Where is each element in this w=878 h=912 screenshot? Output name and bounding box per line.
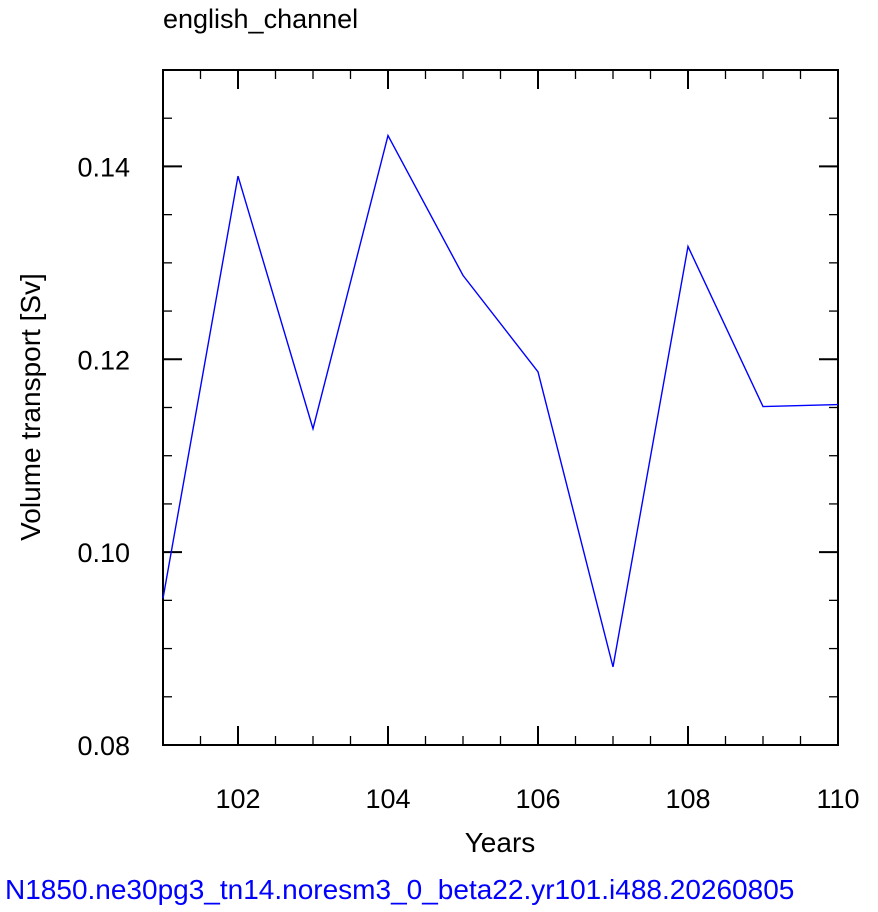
x-tick-label: 106 <box>515 784 560 814</box>
y-tick-label: 0.12 <box>77 345 130 375</box>
y-axis-title: Volume transport [Sv] <box>15 273 46 541</box>
axis-ticks <box>162 69 839 746</box>
x-axis-title: Years <box>465 827 536 858</box>
series-layer <box>162 133 839 668</box>
axis-tick-labels: 102 104 106 108 110 0.08 0.10 0.12 0.14 <box>77 152 859 814</box>
series-line <box>162 133 839 668</box>
x-tick-label: 108 <box>665 784 710 814</box>
plot-frame <box>162 69 839 746</box>
x-tick-label: 102 <box>215 784 260 814</box>
y-tick-label: 0.14 <box>77 152 130 182</box>
y-tick-label: 0.08 <box>77 731 130 761</box>
chart-title: english_channel <box>163 4 358 34</box>
run-identifier-footer: N1850.ne30pg3_tn14.noresm3_0_beta22.yr10… <box>5 874 794 905</box>
x-tick-label: 110 <box>816 784 859 814</box>
x-tick-label: 104 <box>365 784 410 814</box>
y-tick-label: 0.10 <box>77 538 130 568</box>
